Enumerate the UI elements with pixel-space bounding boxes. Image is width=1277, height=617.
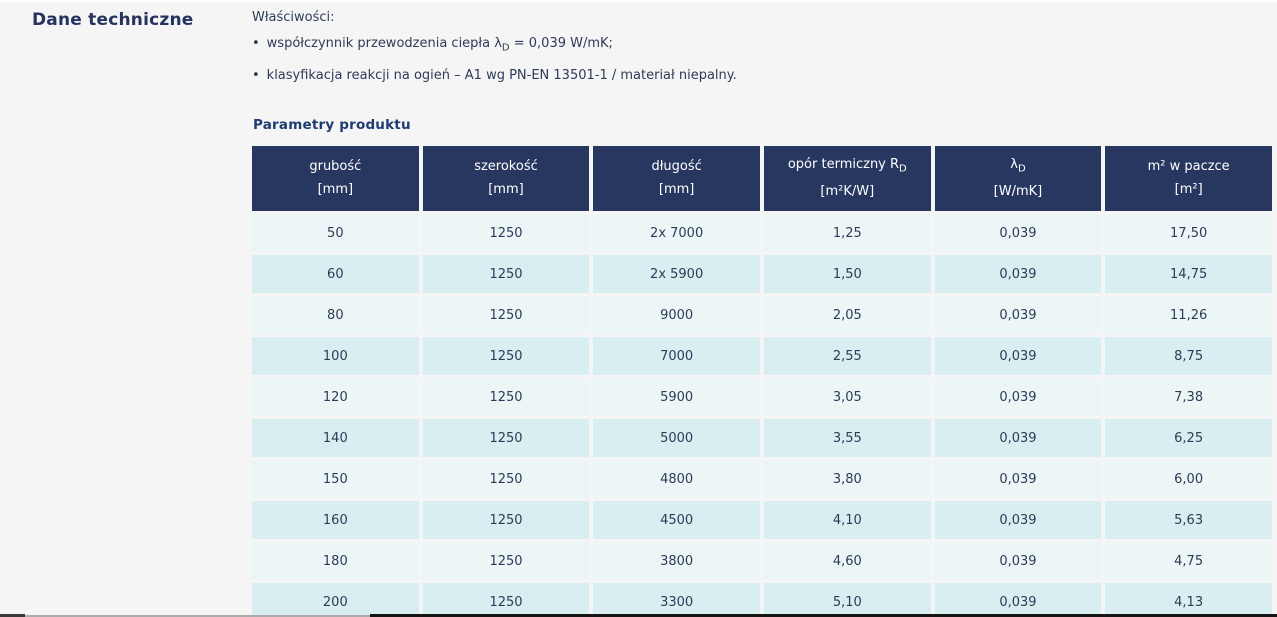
table-row: 80 1250 9000 2,05 0,039 11,26 (252, 296, 1272, 334)
table-cell: 1250 (422, 583, 590, 617)
table-cell: 0,039 (934, 378, 1102, 416)
table-cell: 1,50 (763, 255, 931, 293)
table-cell: 14,75 (1105, 255, 1272, 293)
table-cell: 5000 (593, 419, 760, 457)
table-cell: 0,039 (934, 583, 1102, 617)
column-header: m² w paczce [m²] (1105, 146, 1272, 211)
table-cell: 1250 (422, 542, 590, 580)
table-cell: 1250 (422, 337, 590, 375)
table-cell: 4,60 (763, 542, 931, 580)
table-cell: 0,039 (934, 337, 1102, 375)
table-cell: 1250 (422, 378, 590, 416)
table-cell: 180 (252, 542, 419, 580)
table-cell: 4800 (593, 460, 760, 498)
table-cell: 7000 (593, 337, 760, 375)
table-cell: 1250 (422, 255, 590, 293)
table-cell: 3,55 (763, 419, 931, 457)
product-parameters-table: grubość [mm] szerokość [mm] długość [mm] opór … (252, 146, 1272, 617)
table-cell: 3,80 (763, 460, 931, 498)
table-cell: 0,039 (934, 296, 1102, 334)
table-row: 150 1250 4800 3,80 0,039 6,00 (252, 460, 1272, 498)
table-row: 140 1250 5000 3,55 0,039 6,25 (252, 419, 1272, 457)
table-row: 60 1250 2x 5900 1,50 0,039 14,75 (252, 255, 1272, 293)
table-cell: 4500 (593, 501, 760, 539)
table-cell: 4,10 (763, 501, 931, 539)
bullet-icon: • (252, 67, 260, 83)
properties-block: Właściwości: • współczynnik przewodzenia … (252, 10, 1272, 84)
table-cell: 17,50 (1105, 214, 1272, 252)
table-cell: 2,55 (763, 337, 931, 375)
table-cell: 6,25 (1105, 419, 1272, 457)
table-cell: 3300 (593, 583, 760, 617)
table-cell: 4,75 (1105, 542, 1272, 580)
table-cell: 0,039 (934, 501, 1102, 539)
bullet1-post: = 0,039 W/mK; (509, 36, 613, 51)
table-cell: 0,039 (934, 419, 1102, 457)
table-cell: 7,38 (1105, 378, 1272, 416)
table-row: 120 1250 5900 3,05 0,039 7,38 (252, 378, 1272, 416)
table-cell: 9000 (593, 296, 760, 334)
table-cell: 100 (252, 337, 419, 375)
table-cell: 11,26 (1105, 296, 1272, 334)
table-cell: 8,75 (1105, 337, 1272, 375)
table-cell: 1250 (422, 214, 590, 252)
section-title: Dane techniczne (32, 10, 194, 30)
property-bullet-fire-classification: • klasyfikacja reakcji na ogień – A1 wg P… (252, 68, 1272, 84)
bottom-edge-segment-right (370, 614, 1277, 617)
table-cell: 1250 (422, 460, 590, 498)
table-cell: 2x 7000 (593, 214, 760, 252)
table-cell: 160 (252, 501, 419, 539)
bullet-icon: • (252, 36, 260, 51)
table-cell: 50 (252, 214, 419, 252)
column-header: opór termiczny RD [m²K/W] (763, 146, 931, 211)
table-row: 50 1250 2x 7000 1,25 0,039 17,50 (252, 214, 1272, 252)
column-header: grubość [mm] (252, 146, 419, 211)
table-cell: 5,63 (1105, 501, 1272, 539)
table-cell: 3800 (593, 542, 760, 580)
bullet1-pre: współczynnik przewodzenia ciepła λ (266, 36, 502, 51)
table-cell: 6,00 (1105, 460, 1272, 498)
table-cell: 1,25 (763, 214, 931, 252)
table-cell: 5900 (593, 378, 760, 416)
table-cell: 80 (252, 296, 419, 334)
table-cell: 2,05 (763, 296, 931, 334)
column-header: długość [mm] (593, 146, 760, 211)
table-row: 180 1250 3800 4,60 0,039 4,75 (252, 542, 1272, 580)
column-header: szerokość [mm] (422, 146, 590, 211)
table-body: 50 1250 2x 7000 1,25 0,039 17,50 60 1250 2x 5900… (252, 214, 1272, 617)
table-cell: 60 (252, 255, 419, 293)
table-cell: 200 (252, 583, 419, 617)
bullet2-text: klasyfikacja reakcji na ogień – A1 wg PN… (266, 67, 737, 83)
table-cell: 1250 (422, 501, 590, 539)
table-row: 160 1250 4500 4,10 0,039 5,63 (252, 501, 1272, 539)
table-cell: 140 (252, 419, 419, 457)
bottom-edge-segment-middle (25, 615, 370, 617)
table-cell: 4,13 (1105, 583, 1272, 617)
table-header-row: grubość [mm] szerokość [mm] długość [mm] opór … (252, 146, 1272, 211)
table-cell: 1250 (422, 419, 590, 457)
product-parameters-table-wrap: grubość [mm] szerokość [mm] długość [mm] opór … (252, 146, 1272, 617)
table-cell: 120 (252, 378, 419, 416)
top-edge-highlight (0, 0, 1277, 2)
table-cell: 2x 5900 (593, 255, 760, 293)
bottom-edge-segment-left (0, 614, 25, 617)
table-cell: 0,039 (934, 214, 1102, 252)
table-cell: 0,039 (934, 542, 1102, 580)
table-row: 200 1250 3300 5,10 0,039 4,13 (252, 583, 1272, 617)
table-cell: 0,039 (934, 255, 1102, 293)
column-header: λD [W/mK] (934, 146, 1102, 211)
table-title: Parametry produktu (253, 117, 411, 133)
table-cell: 0,039 (934, 460, 1102, 498)
table-cell: 5,10 (763, 583, 931, 617)
table-cell: 150 (252, 460, 419, 498)
property-bullet-thermal-conductivity: • współczynnik przewodzenia ciepła λD = 0… (252, 36, 1272, 57)
table-row: 100 1250 7000 2,55 0,039 8,75 (252, 337, 1272, 375)
properties-heading: Właściwości: (252, 10, 335, 25)
table-cell: 1250 (422, 296, 590, 334)
table-cell: 3,05 (763, 378, 931, 416)
bullet1-subscript: D (501, 42, 510, 54)
